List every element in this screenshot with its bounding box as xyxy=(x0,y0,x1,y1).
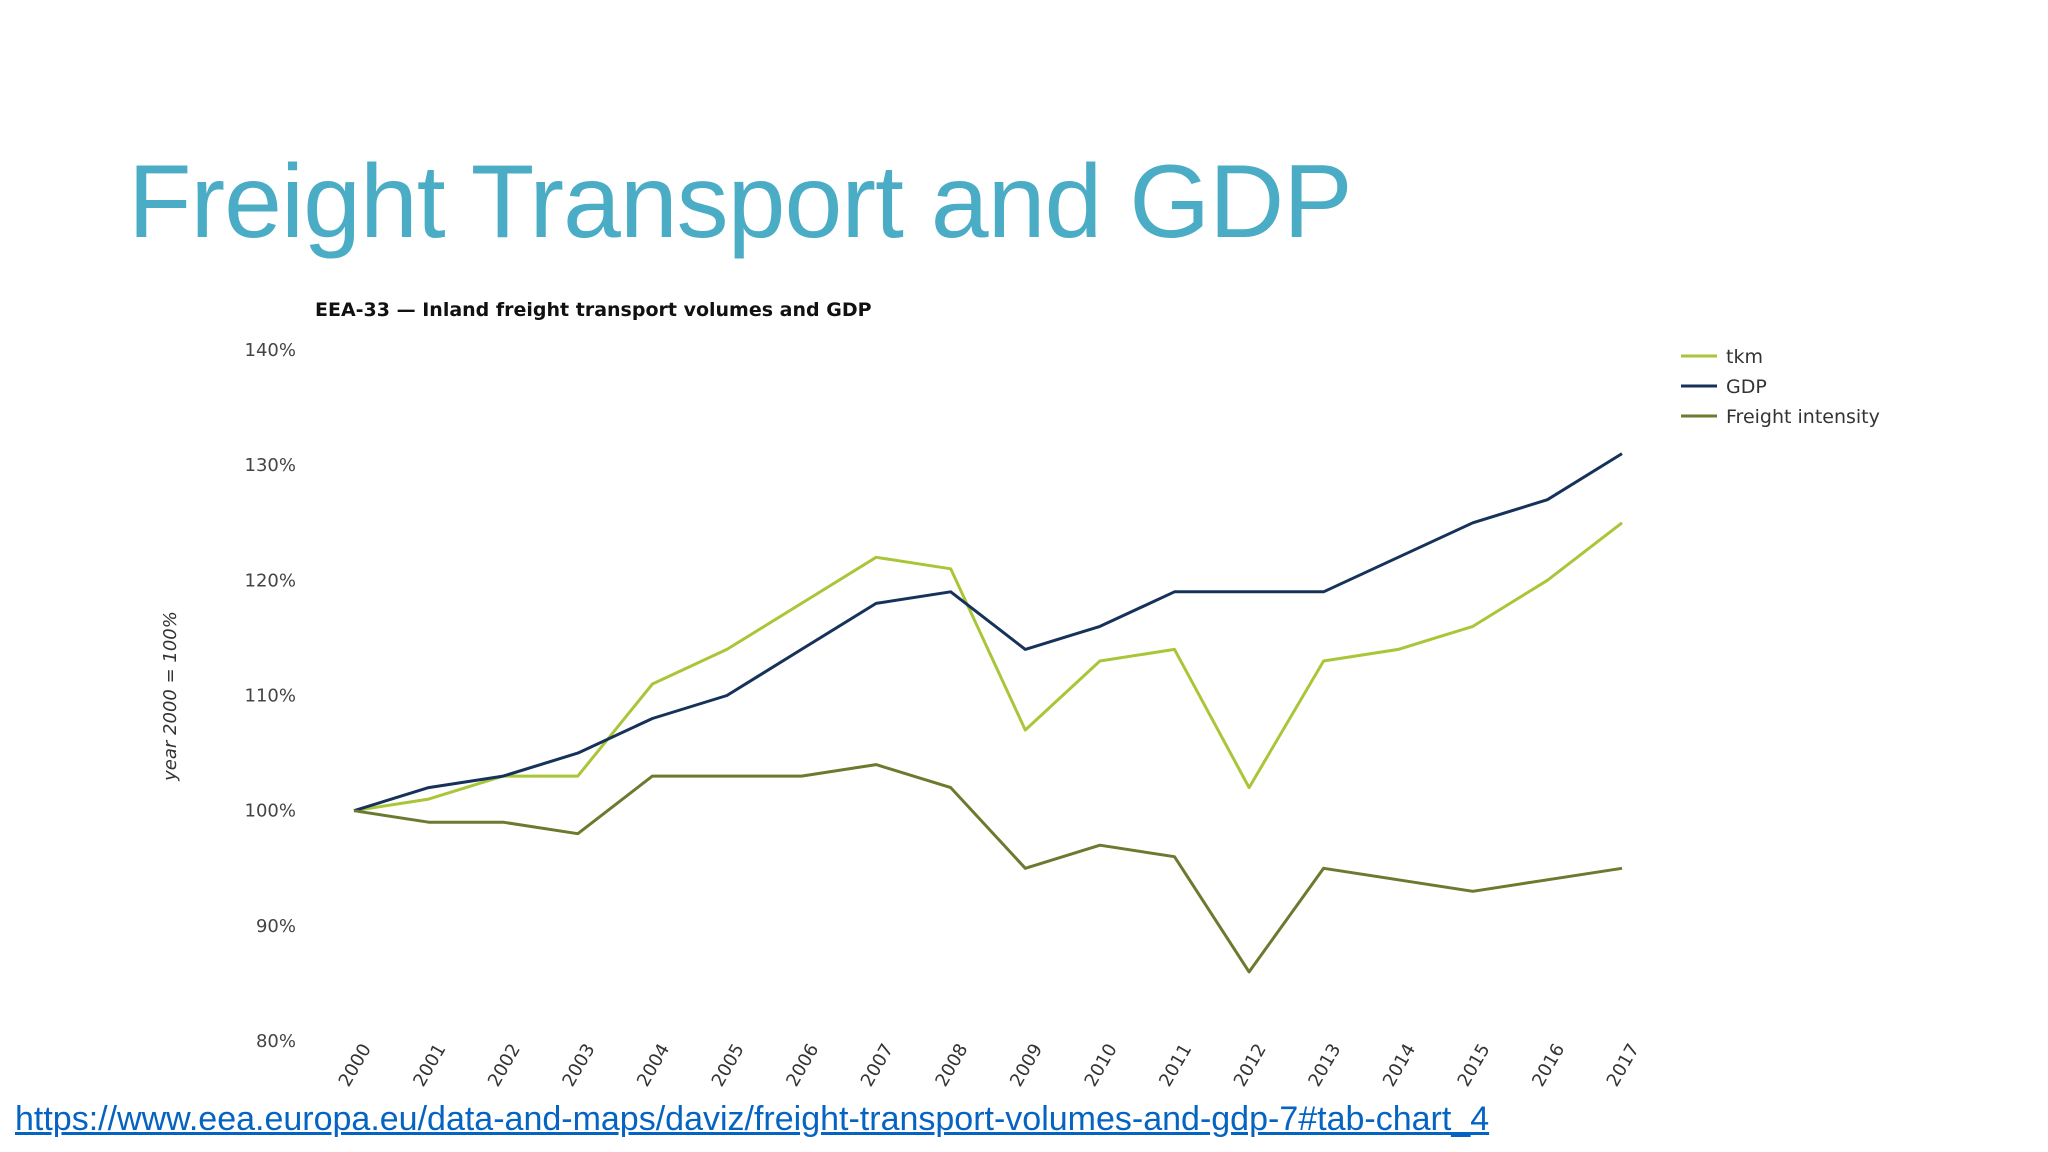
y-tick-label: 120% xyxy=(245,570,296,591)
x-tick-label: 2013 xyxy=(1304,1040,1345,1090)
line-chart: EEA-33 — Inland freight transport volume… xyxy=(160,299,1880,1090)
x-tick-label: 2017 xyxy=(1603,1040,1644,1090)
y-tick-label: 140% xyxy=(245,340,296,361)
x-tick-label: 2005 xyxy=(708,1040,749,1090)
y-tick-label: 110% xyxy=(245,686,296,707)
x-tick-label: 2012 xyxy=(1230,1040,1271,1090)
legend-label: Freight intensity xyxy=(1726,406,1880,428)
y-tick-label: 100% xyxy=(245,801,296,822)
y-tick-label: 130% xyxy=(245,455,296,476)
series-line-freight-intensity xyxy=(353,763,1623,974)
slide-title: Freight Transport and GDP xyxy=(128,144,1353,260)
x-tick-label: 2010 xyxy=(1081,1040,1122,1090)
source-link[interactable]: https://www.eea.europa.eu/data-and-maps/… xyxy=(15,1100,1490,1138)
y-tick-label: 80% xyxy=(256,1031,296,1052)
x-tick-label: 2000 xyxy=(335,1040,376,1090)
x-tick-label: 2011 xyxy=(1155,1040,1196,1090)
x-tick-label: 2016 xyxy=(1528,1040,1569,1090)
x-tick-label: 2006 xyxy=(782,1040,823,1090)
legend-label: GDP xyxy=(1726,376,1767,398)
y-axis-label: year 2000 = 100% xyxy=(160,611,181,782)
x-tick-label: 2003 xyxy=(558,1040,599,1090)
x-tick-label: 2015 xyxy=(1454,1040,1495,1090)
x-tick-label: 2008 xyxy=(931,1040,972,1090)
series-line-tkm xyxy=(353,521,1623,813)
x-tick-label: 2014 xyxy=(1379,1040,1420,1090)
x-tick-label: 2007 xyxy=(857,1040,898,1090)
x-tick-label: 2001 xyxy=(409,1040,450,1090)
x-tick-label: 2009 xyxy=(1006,1040,1047,1090)
series-line-gdp xyxy=(353,452,1623,813)
x-tick-label: 2002 xyxy=(484,1040,525,1090)
chart-title: EEA-33 — Inland freight transport volume… xyxy=(315,299,872,321)
legend-label: tkm xyxy=(1726,346,1763,368)
y-tick-label: 90% xyxy=(256,916,296,937)
x-tick-label: 2004 xyxy=(633,1040,674,1090)
